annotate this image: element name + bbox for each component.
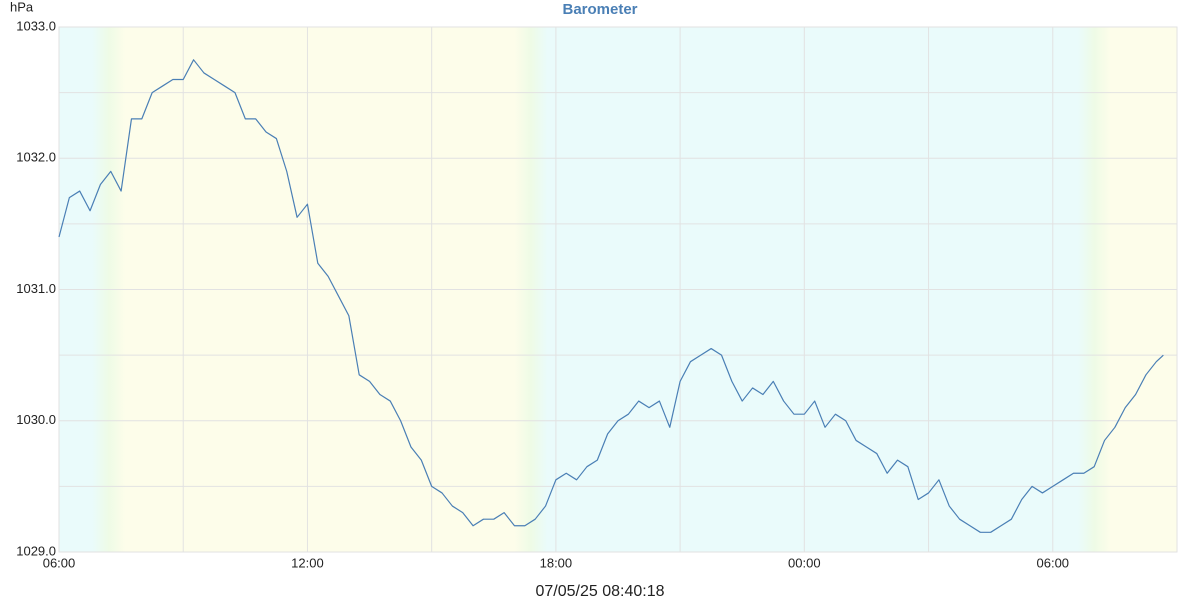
- timestamp: 07/05/25 08:40:18: [535, 583, 664, 600]
- x-tick-label: 06:00: [43, 555, 76, 570]
- y-tick-label: 1033.0: [16, 18, 56, 33]
- x-tick-label: 00:00: [788, 555, 821, 570]
- y-tick-label: 1032.0: [16, 150, 56, 165]
- y-tick-label: 1030.0: [16, 412, 56, 427]
- grid: [58, 26, 1178, 553]
- x-tick-label: 06:00: [1037, 555, 1070, 570]
- plot-border: [58, 26, 1178, 553]
- pressure-line: [58, 59, 1164, 533]
- y-tick-label: 1029.0: [16, 543, 56, 558]
- y-tick-label: 1031.0: [16, 281, 56, 296]
- x-tick-label: 18:00: [540, 555, 573, 570]
- x-tick-label: 12:00: [291, 555, 324, 570]
- chart-title: Barometer: [562, 1, 637, 18]
- plot: [58, 59, 1164, 533]
- y-axis-label: hPa: [10, 0, 34, 14]
